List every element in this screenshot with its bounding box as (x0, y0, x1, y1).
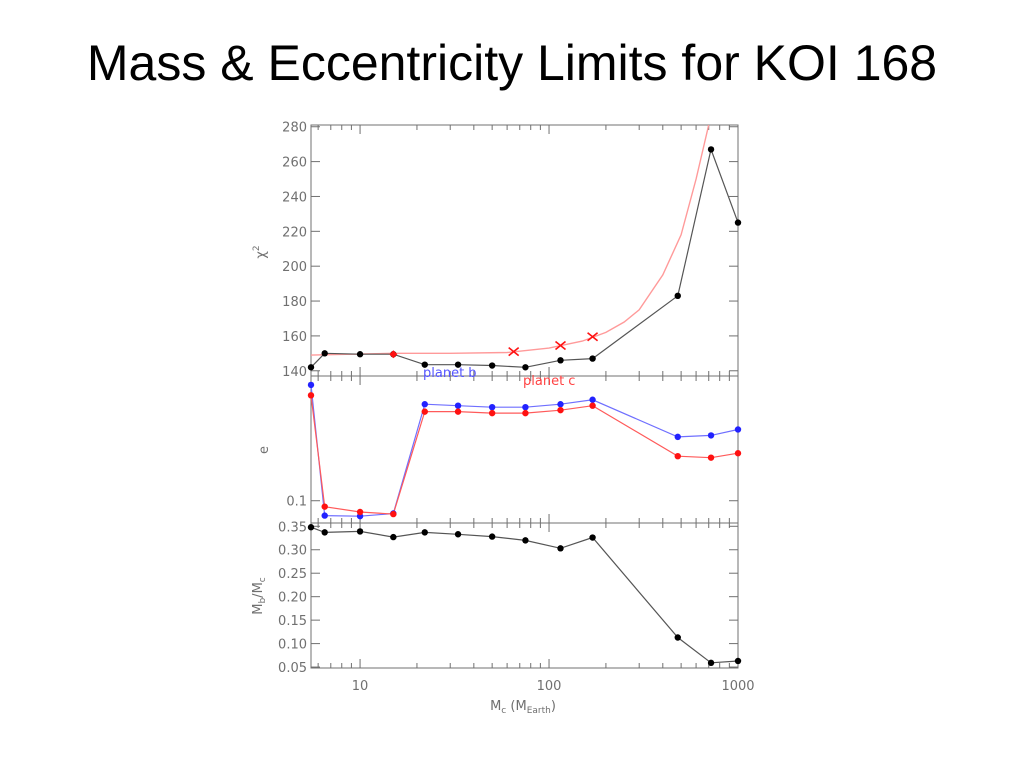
mass-ratio-series-0-point (734, 657, 742, 665)
chi2-ylabel: χ2 (252, 245, 269, 258)
x-axis-label-sub: c (501, 706, 506, 716)
e-ylabel: e (257, 446, 272, 454)
e-series-1-point (390, 510, 397, 518)
ratio-ylabel-den: M (251, 582, 266, 593)
mass-ratio-ytick-label: 0.15 (278, 614, 307, 629)
chi2-series-0-point (707, 146, 715, 153)
e-series-0-point (321, 512, 328, 519)
chi2-series-0-point (307, 364, 315, 371)
e-series-0-point (674, 433, 681, 441)
chi2-marker-x (587, 332, 599, 342)
e-series-1-point (674, 452, 681, 460)
x-tick-label: 1000 (721, 679, 754, 694)
e-series-1-point (307, 392, 315, 399)
legend-planet-b: planet b (423, 366, 477, 381)
chi2-series-0-point (356, 351, 364, 358)
mass-ratio-ytick-label: 0.10 (278, 638, 307, 653)
chi2-marker-x (508, 346, 520, 357)
mass-ratio-series-0-point (522, 537, 529, 544)
chi2-ytick-label: 240 (282, 190, 307, 205)
chi2-model-curve (311, 125, 710, 356)
chi2-series-0-point (589, 355, 596, 362)
mass-ratio-series-0-point (674, 634, 681, 641)
mass-ratio-ytick-label: 0.20 (278, 591, 307, 606)
chi2-series-0-line (310, 147, 739, 368)
ratio-ylabel-sub: b (258, 598, 268, 604)
e-ytick-label: 0.1 (286, 495, 307, 510)
chi2-ylabel-sup: 2 (252, 245, 262, 251)
mass-ratio-series-0-point (454, 531, 462, 538)
e-frame (310, 375, 739, 524)
mass-ratio-series-0-point (707, 659, 715, 667)
x-tick-label: 10 (352, 679, 369, 694)
e-series-0-point (734, 426, 742, 433)
mass-ratio-series-0-point (557, 545, 564, 552)
ratio-ylabel-main: M (251, 604, 266, 615)
chi2-ytick-label: 220 (282, 225, 307, 240)
mass-ratio-series-0-point (356, 528, 364, 535)
ratio-ylabel-den-sub: c (258, 577, 268, 582)
e-series-1-point (589, 402, 596, 409)
chi2-ytick-label: 200 (282, 260, 307, 275)
e-series-1-point (321, 503, 328, 510)
svg-text:χ2: χ2 (252, 245, 269, 258)
ratio-ylabel-sep: / (251, 593, 266, 598)
chi2-series-0-point (674, 292, 681, 300)
svg-text:Mb/Mc: Mb/Mc (251, 577, 268, 615)
mass-ratio-series-0-point (421, 529, 428, 536)
x-tick-label: 100 (537, 679, 562, 694)
e-series-1-point (356, 508, 364, 516)
chi2-ytick-label: 160 (282, 330, 307, 345)
chi2-series-0-point (522, 364, 529, 371)
mass-ratio-series-0-line (310, 526, 739, 664)
chi2-series-0-point (421, 361, 428, 368)
mass-ratio-ytick-label: 0.30 (278, 544, 307, 559)
e-series-0-point (707, 432, 715, 439)
e-series-0-point (307, 381, 315, 389)
e-series-1-point (454, 408, 462, 415)
x-axis-label-paren-sub: Earth (527, 706, 551, 716)
chi2-marker-x (555, 340, 567, 351)
slide-title: Mass & Eccentricity Limits for KOI 168 (86, 35, 938, 91)
mass-ratio-series-0-point (589, 534, 596, 541)
e-series-1-point (557, 406, 564, 414)
mass-ratio-series-0-point (307, 524, 315, 531)
e-series-1-point (488, 409, 496, 417)
chi2-ylabel-main: χ (254, 251, 269, 259)
chi2-ytick-label: 280 (282, 121, 307, 136)
x-axis-label-paren: M (515, 699, 526, 714)
x-axis-label: Mc (MEarth) (490, 699, 556, 716)
chi2-series-0-point (321, 350, 328, 357)
mass-ratio-ytick-label: 0.25 (278, 567, 307, 582)
mass-ratio-frame (310, 522, 739, 669)
e-series-0-point (421, 401, 428, 408)
e-series-0-point (589, 396, 596, 403)
mass-ratio-series-0-point (390, 533, 397, 541)
mass-ratio-series-0-point (321, 529, 328, 536)
e-series-0-point (454, 402, 462, 409)
chi2-ytick-label: 180 (282, 295, 307, 310)
e-ylabel-text: e (257, 446, 272, 454)
e-series-0-point (488, 403, 496, 411)
legend-planet-c: planet c (523, 374, 575, 389)
e-series-1-point (734, 450, 742, 457)
e-series-1-point (707, 454, 715, 461)
chi2-series-0-point (488, 362, 496, 369)
mass-ratio-ylabel: Mb/Mc (251, 577, 268, 615)
mass-ratio-series-0-point (488, 533, 496, 540)
e-series-0-point (522, 403, 529, 411)
mass-ratio-ytick-label: 0.05 (278, 661, 307, 676)
chi2-ytick-label: 260 (282, 156, 307, 171)
mass-ratio-ytick-label: 0.35 (278, 520, 307, 535)
chi2-series-0-point (734, 219, 742, 226)
chi2-series-0-point (454, 361, 462, 368)
e-series-1-point (522, 409, 529, 417)
chi2-ytick-label: 140 (282, 365, 307, 380)
chi2-marker-diamond (389, 350, 398, 359)
x-axis-label-main: M (490, 699, 501, 714)
chi2-series-0-point (557, 357, 564, 364)
e-series-1-point (421, 408, 428, 415)
e-series-0-point (557, 401, 564, 408)
